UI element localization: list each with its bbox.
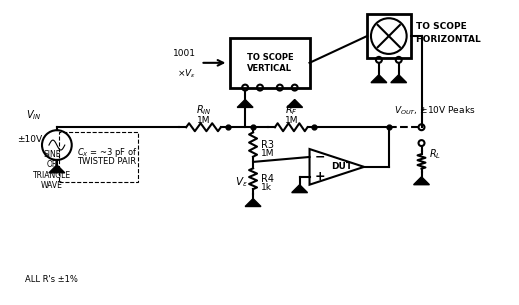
Text: DUT: DUT <box>331 162 352 171</box>
Text: TWISTED PAIR: TWISTED PAIR <box>77 157 136 167</box>
Polygon shape <box>287 99 303 107</box>
Text: R4: R4 <box>261 174 274 184</box>
Polygon shape <box>391 75 407 83</box>
Polygon shape <box>237 99 253 107</box>
Text: $V_{\epsilon}$: $V_{\epsilon}$ <box>235 175 248 189</box>
Text: $R_F$: $R_F$ <box>285 103 297 117</box>
Text: −: − <box>315 150 325 163</box>
Polygon shape <box>49 165 65 173</box>
Polygon shape <box>414 177 429 185</box>
Text: $\times V_{\epsilon}$: $\times V_{\epsilon}$ <box>176 68 196 80</box>
Text: 1M: 1M <box>284 116 298 125</box>
Text: 1001: 1001 <box>173 49 196 58</box>
Text: +: + <box>315 170 325 183</box>
Text: ±10V: ±10V <box>17 135 42 144</box>
Polygon shape <box>292 185 308 193</box>
Text: $R_L$: $R_L$ <box>429 148 442 161</box>
Text: R3: R3 <box>261 140 274 149</box>
Polygon shape <box>371 75 387 83</box>
Text: TO SCOPE: TO SCOPE <box>416 22 466 31</box>
Text: $V_{IN}$: $V_{IN}$ <box>26 109 42 122</box>
Polygon shape <box>245 199 261 206</box>
Text: SINE
OR
TRIANGLE
WAVE: SINE OR TRIANGLE WAVE <box>33 150 71 190</box>
Text: $R_{IN}$: $R_{IN}$ <box>196 103 211 117</box>
Text: $C_X$ = ~3 pF of: $C_X$ = ~3 pF of <box>77 145 137 159</box>
Text: $V_{OUT}$, ±10V Peaks: $V_{OUT}$, ±10V Peaks <box>394 105 475 117</box>
Text: 1k: 1k <box>261 183 272 192</box>
Text: ALL R's ±1%: ALL R's ±1% <box>25 275 78 284</box>
Bar <box>230 38 309 88</box>
Bar <box>367 14 411 58</box>
Text: HORIZONTAL: HORIZONTAL <box>416 34 481 44</box>
Text: TO SCOPE
VERTICAL: TO SCOPE VERTICAL <box>247 53 293 73</box>
Bar <box>59 132 138 182</box>
Text: 1M: 1M <box>197 116 210 125</box>
Text: 1M: 1M <box>261 149 275 158</box>
